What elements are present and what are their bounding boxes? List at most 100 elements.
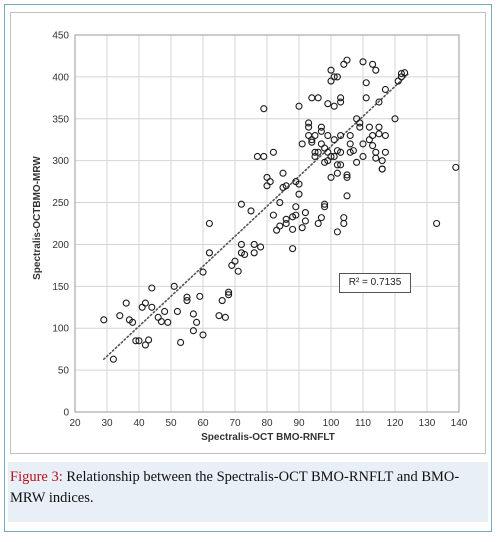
- data-point: [321, 200, 329, 208]
- y-tick-label: 400: [52, 72, 69, 83]
- x-tick-label: 30: [101, 418, 113, 429]
- data-point: [189, 310, 197, 318]
- x-tick-label: 60: [197, 418, 209, 429]
- data-point: [346, 131, 354, 140]
- data-point: [317, 214, 325, 222]
- data-point: [205, 219, 213, 228]
- data-point: [100, 316, 108, 324]
- data-point: [247, 207, 255, 215]
- data-point: [314, 148, 322, 156]
- data-point: [378, 157, 386, 165]
- data-point: [141, 299, 149, 307]
- x-tick-label: 90: [293, 418, 305, 429]
- data-point: [353, 158, 361, 166]
- data-point: [109, 355, 117, 363]
- data-point: [298, 224, 306, 232]
- x-axis-label: Spectralis-OCT BMO-RNFLT: [201, 432, 335, 443]
- data-point: [343, 171, 351, 179]
- data-point: [321, 203, 329, 211]
- data-point: [333, 228, 341, 236]
- data-point: [241, 250, 249, 259]
- data-point: [327, 173, 335, 181]
- x-tick-label: 80: [261, 418, 273, 429]
- data-point: [346, 140, 354, 148]
- data-point: [292, 211, 300, 219]
- data-point: [154, 313, 162, 321]
- data-point: [199, 331, 207, 339]
- data-point: [279, 169, 287, 177]
- data-point: [199, 268, 207, 276]
- data-point: [269, 148, 277, 156]
- data-point: [337, 94, 345, 102]
- data-point: [266, 178, 274, 186]
- x-tick-labels: 20 30 40 50 60 70 80 90 100 110 120 130 140: [69, 418, 467, 429]
- data-point: [311, 152, 319, 161]
- data-point: [369, 131, 377, 140]
- data-point: [260, 105, 268, 113]
- data-point: [132, 337, 140, 345]
- x-tick-label: 120: [387, 418, 404, 429]
- data-point: [305, 119, 313, 127]
- data-point: [183, 297, 191, 305]
- data-point: [161, 307, 169, 316]
- data-point: [295, 190, 303, 198]
- y-tick-labels: 0 50 100 150 200 250 300 350 400 450: [52, 31, 69, 419]
- data-point: [324, 148, 332, 156]
- data-point: [157, 317, 165, 326]
- data-point: [189, 327, 197, 335]
- data-point: [250, 240, 258, 248]
- data-point: [375, 123, 383, 131]
- data-point: [337, 161, 345, 169]
- data-point: [375, 98, 383, 106]
- data-point: [228, 261, 236, 269]
- data-point: [148, 284, 156, 292]
- data-point: [324, 100, 332, 108]
- data-point: [138, 303, 146, 311]
- data-point: [237, 240, 245, 248]
- data-point: [215, 312, 223, 320]
- data-point: [317, 123, 325, 131]
- data-point: [327, 66, 335, 74]
- data-point: [369, 60, 377, 68]
- data-point: [337, 131, 345, 140]
- data-point: [337, 148, 345, 156]
- data-point: [193, 318, 201, 326]
- data-point: [330, 136, 338, 144]
- data-point: [148, 303, 156, 311]
- data-point: [218, 297, 226, 305]
- data-point: [372, 66, 380, 74]
- caption-text: Relationship between the Spectralis-OCT …: [10, 469, 460, 506]
- data-point: [401, 69, 409, 77]
- data-point: [317, 127, 325, 135]
- data-point: [324, 131, 332, 140]
- caption-band: [8, 462, 488, 522]
- data-point: [282, 219, 290, 228]
- trendline: [103, 73, 409, 361]
- data-point: [340, 214, 348, 222]
- y-tick-label: 50: [58, 366, 70, 377]
- data-point: [122, 299, 130, 307]
- y-tick-label: 200: [52, 240, 69, 251]
- x-tick-label: 140: [451, 418, 468, 429]
- data-point: [234, 267, 242, 275]
- y-tick-label: 250: [52, 198, 69, 209]
- data-point: [295, 102, 303, 110]
- data-point: [308, 138, 316, 146]
- x-tick-label: 100: [323, 418, 340, 429]
- scatter-chart: 20 30 40 50 60 70 80 90 100 110 120 130 140 0 50 100 15…: [32, 31, 468, 444]
- y-tick-label: 0: [63, 408, 69, 419]
- data-point: [311, 131, 319, 140]
- x-tick-label: 130: [419, 418, 436, 429]
- data-point: [333, 169, 341, 177]
- x-tick-label: 70: [229, 418, 241, 429]
- data-point: [314, 219, 322, 228]
- data-point: [372, 154, 380, 162]
- data-point: [237, 200, 245, 208]
- data-point: [369, 142, 377, 150]
- data-point: [298, 140, 306, 148]
- x-tick-label: 50: [165, 418, 177, 429]
- data-point: [253, 152, 261, 161]
- data-point: [340, 219, 348, 228]
- data-point: [301, 217, 309, 225]
- data-point: [282, 182, 290, 190]
